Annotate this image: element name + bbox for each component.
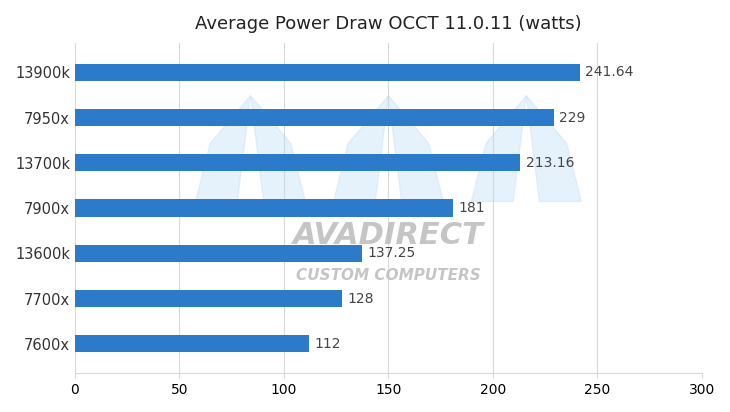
Bar — [75, 154, 520, 171]
Polygon shape — [334, 96, 388, 201]
Text: 128: 128 — [347, 292, 374, 306]
Text: 112: 112 — [314, 337, 341, 351]
Bar — [75, 64, 580, 81]
Title: Average Power Draw OCCT 11.0.11 (watts): Average Power Draw OCCT 11.0.11 (watts) — [195, 15, 582, 33]
Polygon shape — [388, 96, 443, 201]
Text: 241.64: 241.64 — [585, 66, 634, 79]
Bar — [75, 335, 309, 352]
Text: 181: 181 — [458, 201, 485, 215]
Bar — [75, 290, 342, 307]
Text: AVADIRECT: AVADIRECT — [293, 221, 484, 250]
Polygon shape — [250, 96, 305, 201]
Polygon shape — [472, 96, 526, 201]
Bar — [75, 199, 453, 217]
Text: 213.16: 213.16 — [526, 156, 574, 170]
Text: 137.25: 137.25 — [367, 246, 415, 260]
Polygon shape — [196, 96, 250, 201]
Text: CUSTOM COMPUTERS: CUSTOM COMPUTERS — [296, 267, 481, 283]
Polygon shape — [526, 96, 581, 201]
Text: 229: 229 — [558, 110, 585, 124]
Bar — [75, 245, 362, 262]
Bar — [75, 109, 553, 126]
